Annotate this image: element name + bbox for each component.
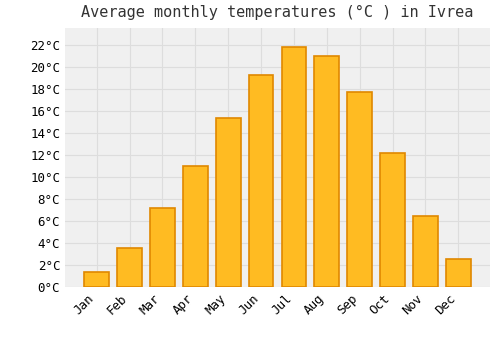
Bar <box>183 166 208 287</box>
Bar <box>413 216 438 287</box>
Bar <box>314 56 339 287</box>
Title: Average monthly temperatures (°C ) in Ivrea: Average monthly temperatures (°C ) in Iv… <box>82 5 473 20</box>
Bar <box>348 92 372 287</box>
Bar <box>282 47 306 287</box>
Bar <box>248 75 274 287</box>
Bar <box>216 118 240 287</box>
Bar <box>446 259 470 287</box>
Bar <box>380 153 405 287</box>
Bar <box>84 272 109 287</box>
Bar <box>150 208 174 287</box>
Bar <box>117 248 142 287</box>
